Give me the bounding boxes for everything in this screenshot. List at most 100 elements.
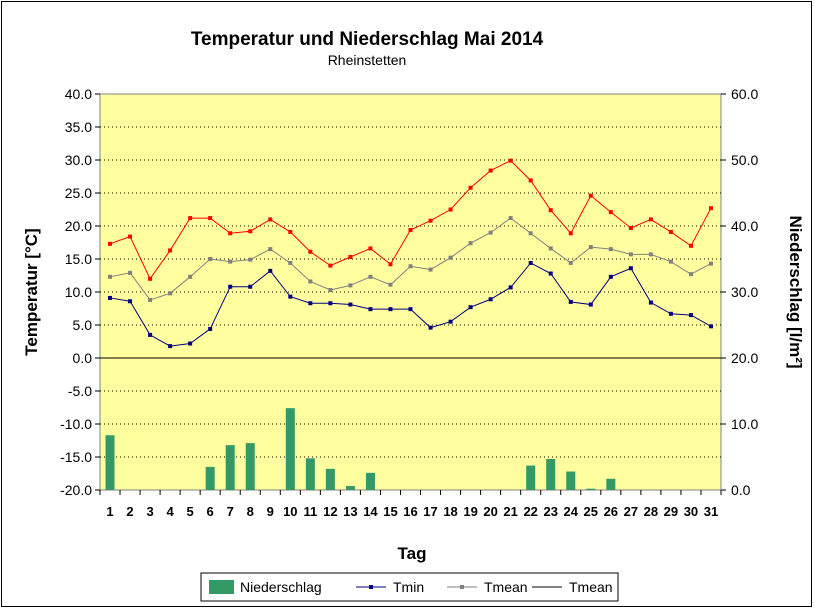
right-tick-label: 10.0 — [731, 416, 758, 432]
series-point-2 — [228, 259, 233, 264]
niederschlag-bar — [606, 478, 616, 490]
series-point-2 — [308, 279, 313, 284]
niederschlag-bar — [365, 472, 375, 490]
series-point-1 — [328, 301, 333, 306]
right-tick-label: 50.0 — [731, 152, 758, 168]
niederschlag-bar — [586, 488, 596, 490]
x-tick-label: 6 — [207, 504, 214, 519]
series-point-2 — [248, 257, 253, 262]
series-point-3 — [588, 193, 593, 198]
series-point-3 — [448, 207, 453, 212]
right-axis-ticks: 60.0 50.0 40.0 30.0 20.0 10.0 0.0 — [721, 86, 758, 498]
series-point-3 — [188, 216, 193, 221]
x-tick-label: 17 — [423, 504, 437, 519]
series-point-3 — [508, 158, 513, 163]
x-tick-label: 16 — [403, 504, 417, 519]
right-tick-label: 40.0 — [731, 218, 758, 234]
niederschlag-bar — [526, 465, 536, 490]
series-point-2 — [348, 283, 353, 288]
x-tick-label: 7 — [227, 504, 234, 519]
series-point-2 — [488, 230, 493, 235]
x-tick-label: 27 — [624, 504, 638, 519]
x-tick-label: 23 — [543, 504, 557, 519]
legend-label: Tmin — [393, 579, 424, 595]
x-tick-label: 29 — [664, 504, 678, 519]
series-point-3 — [328, 263, 333, 268]
niederschlag-bar — [245, 443, 255, 490]
series-point-1 — [628, 266, 633, 271]
series-point-3 — [528, 178, 533, 183]
series-point-2 — [368, 274, 373, 279]
series-point-3 — [408, 227, 413, 232]
series-point-1 — [688, 313, 693, 318]
series-point-1 — [668, 311, 673, 316]
series-point-2 — [168, 291, 173, 296]
series-point-3 — [648, 217, 653, 222]
series-point-1 — [168, 344, 173, 349]
x-tick-label: 10 — [283, 504, 297, 519]
series-point-2 — [568, 260, 573, 265]
series-point-3 — [668, 229, 673, 234]
x-tick-label: 28 — [644, 504, 658, 519]
series-point-2 — [688, 272, 693, 277]
series-point-1 — [708, 324, 713, 329]
series-point-1 — [268, 268, 273, 273]
left-axis-ticks: 40.0 35.0 30.0 25.0 20.0 15.0 10.0 5.0 0.0 -5.0 -1… — [60, 86, 100, 498]
series-point-3 — [368, 246, 373, 251]
x-tick-label: 12 — [323, 504, 337, 519]
x-tick-label: 8 — [247, 504, 254, 519]
right-tick-label: 60.0 — [731, 86, 758, 102]
x-tick-label: 22 — [523, 504, 537, 519]
series-point-3 — [468, 185, 473, 190]
x-tick-label: 5 — [187, 504, 194, 519]
series-point-2 — [128, 270, 133, 275]
series-point-3 — [628, 225, 633, 230]
series-point-3 — [248, 229, 253, 234]
series-point-1 — [468, 305, 473, 310]
series-point-2 — [328, 288, 333, 293]
left-tick-label: -10.0 — [60, 416, 92, 432]
series-point-1 — [228, 284, 233, 289]
series-point-1 — [528, 260, 533, 265]
series-point-3 — [288, 229, 293, 234]
x-tick-label: 1 — [106, 504, 113, 519]
series-point-1 — [188, 341, 193, 346]
series-point-1 — [388, 307, 393, 312]
series-point-3 — [148, 276, 153, 281]
series-point-2 — [708, 261, 713, 266]
legend-label: Tmean — [569, 579, 613, 595]
series-point-1 — [208, 326, 213, 331]
series-point-2 — [428, 267, 433, 272]
series-point-2 — [668, 259, 673, 264]
series-point-2 — [288, 260, 293, 265]
series-point-1 — [588, 302, 593, 307]
niederschlag-bar — [105, 435, 115, 490]
legend-swatch-bar — [209, 580, 234, 594]
left-tick-label: 30.0 — [65, 152, 92, 168]
series-point-2 — [608, 247, 613, 252]
plot-background — [99, 93, 722, 491]
series-point-1 — [608, 274, 613, 279]
series-point-1 — [548, 271, 553, 276]
series-point-1 — [488, 297, 493, 302]
series-point-2 — [628, 252, 633, 257]
x-axis-ticks: 1 2 3 4 5 6 7 8 9 10 11 12 13 14 15 16 17 18 19 20 21 22 23 24 2… — [99, 490, 722, 519]
series-point-1 — [248, 284, 253, 289]
series-point-2 — [388, 282, 393, 287]
left-tick-label: -5.0 — [68, 383, 92, 399]
y-axis-left-title: Temperatur [°C] — [22, 228, 41, 355]
series-point-1 — [368, 307, 373, 312]
left-tick-label: -15.0 — [60, 449, 92, 465]
niederschlag-bar — [205, 466, 215, 490]
series-point-3 — [548, 208, 553, 213]
x-axis-title: Tag — [398, 544, 427, 563]
x-tick-label: 21 — [503, 504, 517, 519]
x-tick-label: 13 — [343, 504, 357, 519]
niederschlag-bar — [225, 445, 235, 490]
series-point-1 — [308, 301, 313, 306]
series-point-2 — [268, 247, 273, 252]
series-point-1 — [568, 299, 573, 304]
series-point-3 — [428, 218, 433, 223]
